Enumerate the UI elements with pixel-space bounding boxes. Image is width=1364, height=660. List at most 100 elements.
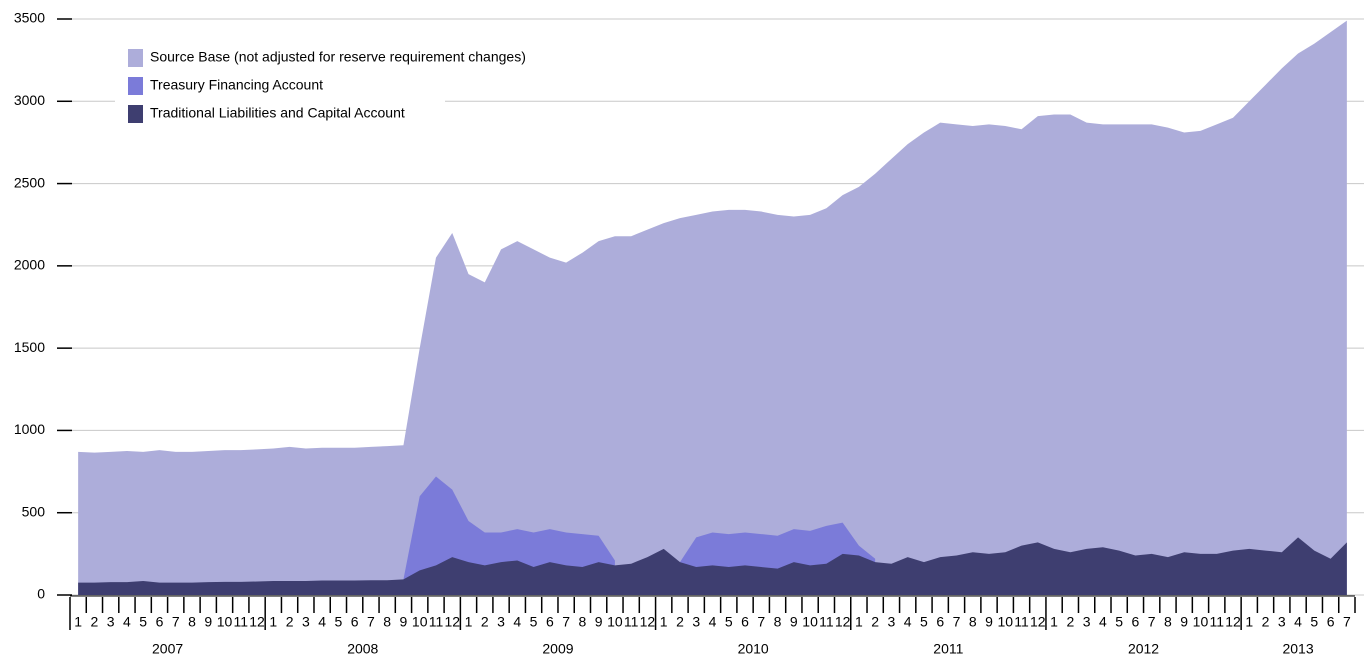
- x-tick-label: 1: [1245, 614, 1253, 630]
- y-tick-label: 2000: [14, 257, 45, 273]
- x-tick-label: 7: [367, 614, 375, 630]
- x-tick-label: 3: [692, 614, 700, 630]
- x-tick-label: 8: [578, 614, 586, 630]
- x-tick-label: 9: [790, 614, 798, 630]
- x-tick-label: 5: [139, 614, 147, 630]
- area: [78, 20, 1347, 596]
- x-tick-label: 7: [172, 614, 180, 630]
- x-tick-label: 10: [412, 614, 428, 630]
- legend-box: [115, 40, 445, 132]
- x-tick-label: 11: [1209, 614, 1224, 630]
- y-tick-label: 1000: [14, 421, 45, 437]
- x-tick-label: 4: [904, 614, 912, 630]
- x-tick-label: 8: [383, 614, 391, 630]
- y-tick-label: 3000: [14, 92, 45, 108]
- x-tick-label: 6: [741, 614, 749, 630]
- x-tick-label: 10: [217, 614, 233, 630]
- x-tick-label: 11: [1014, 614, 1029, 630]
- legend-text: Traditional Liabilities and Capital Acco…: [150, 105, 405, 121]
- x-tick-label: 4: [123, 614, 131, 630]
- x-tick-label: 2: [286, 614, 294, 630]
- x-tick-label: 2: [91, 614, 99, 630]
- x-tick-label: 6: [936, 614, 944, 630]
- x-tick-label: 7: [953, 614, 961, 630]
- x-tick-label: 2: [1262, 614, 1270, 630]
- x-tick-label: 4: [513, 614, 521, 630]
- x-tick-label: 9: [1180, 614, 1188, 630]
- x-tick-label: 12: [640, 614, 656, 630]
- x-tick-label: 6: [156, 614, 164, 630]
- x-tick-label: 7: [1148, 614, 1156, 630]
- x-tick-label: 9: [595, 614, 603, 630]
- year-label: 2009: [542, 641, 573, 657]
- x-tick-label: 5: [334, 614, 342, 630]
- x-tick-label: 11: [624, 614, 639, 630]
- area: [78, 537, 1347, 595]
- y-tick-label: 0: [37, 586, 45, 602]
- x-tick-label: 4: [709, 614, 717, 630]
- x-tick-label: 2: [1066, 614, 1074, 630]
- x-tick-label: 1: [465, 614, 473, 630]
- year-label: 2008: [347, 641, 378, 657]
- x-tick-label: 12: [444, 614, 460, 630]
- x-tick-label: 5: [1115, 614, 1123, 630]
- x-tick-label: 7: [562, 614, 570, 630]
- x-tick-label: 1: [1050, 614, 1058, 630]
- x-tick-label: 11: [234, 614, 249, 630]
- x-tick-label: 4: [1294, 614, 1302, 630]
- x-tick-label: 1: [660, 614, 668, 630]
- x-tick-label: 9: [985, 614, 993, 630]
- x-tick-label: 10: [802, 614, 818, 630]
- x-tick-label: 9: [400, 614, 408, 630]
- x-tick-label: 7: [757, 614, 765, 630]
- x-tick-label: 11: [429, 614, 444, 630]
- year-label: 2010: [738, 641, 769, 657]
- x-tick-label: 9: [204, 614, 212, 630]
- x-tick-label: 2: [481, 614, 489, 630]
- y-tick-label: 3500: [14, 10, 45, 26]
- year-label: 2013: [1282, 641, 1313, 657]
- x-tick-label: 6: [546, 614, 554, 630]
- x-tick-label: 12: [1030, 614, 1046, 630]
- x-tick-label: 8: [188, 614, 196, 630]
- x-tick-label: 10: [997, 614, 1013, 630]
- x-tick-label: 3: [888, 614, 896, 630]
- x-tick-label: 6: [1132, 614, 1140, 630]
- x-tick-label: 3: [302, 614, 310, 630]
- x-tick-label: 3: [1278, 614, 1286, 630]
- x-tick-label: 3: [1083, 614, 1091, 630]
- x-tick-label: 5: [920, 614, 928, 630]
- legend-swatch: [128, 77, 143, 95]
- x-tick-label: 4: [318, 614, 326, 630]
- x-tick-label: 1: [855, 614, 863, 630]
- x-tick-label: 12: [249, 614, 265, 630]
- x-tick-label: 12: [835, 614, 851, 630]
- x-tick-label: 11: [819, 614, 834, 630]
- y-tick-label: 1500: [14, 339, 45, 355]
- x-tick-label: 7: [1343, 614, 1351, 630]
- x-tick-label: 4: [1099, 614, 1107, 630]
- legend-text: Source Base (not adjusted for reserve re…: [150, 49, 526, 65]
- x-tick-label: 3: [497, 614, 505, 630]
- legend-swatch: [128, 105, 143, 123]
- x-tick-label: 5: [1310, 614, 1318, 630]
- x-tick-label: 5: [725, 614, 733, 630]
- x-tick-label: 5: [530, 614, 538, 630]
- year-label: 2007: [152, 641, 183, 657]
- y-tick-label: 2500: [14, 174, 45, 190]
- year-label: 2011: [933, 641, 963, 657]
- x-tick-label: 6: [1327, 614, 1335, 630]
- y-tick-label: 500: [22, 503, 46, 519]
- x-tick-label: 12: [1225, 614, 1241, 630]
- legend: Source Base (not adjusted for reserve re…: [115, 40, 526, 132]
- x-tick-label: 8: [774, 614, 782, 630]
- x-tick-label: 2: [676, 614, 684, 630]
- legend-swatch: [128, 49, 143, 67]
- x-tick-label: 2: [871, 614, 879, 630]
- x-tick-label: 1: [74, 614, 82, 630]
- x-tick-label: 3: [107, 614, 115, 630]
- x-tick-label: 8: [969, 614, 977, 630]
- x-tick-label: 6: [351, 614, 359, 630]
- x-tick-label: 10: [1193, 614, 1209, 630]
